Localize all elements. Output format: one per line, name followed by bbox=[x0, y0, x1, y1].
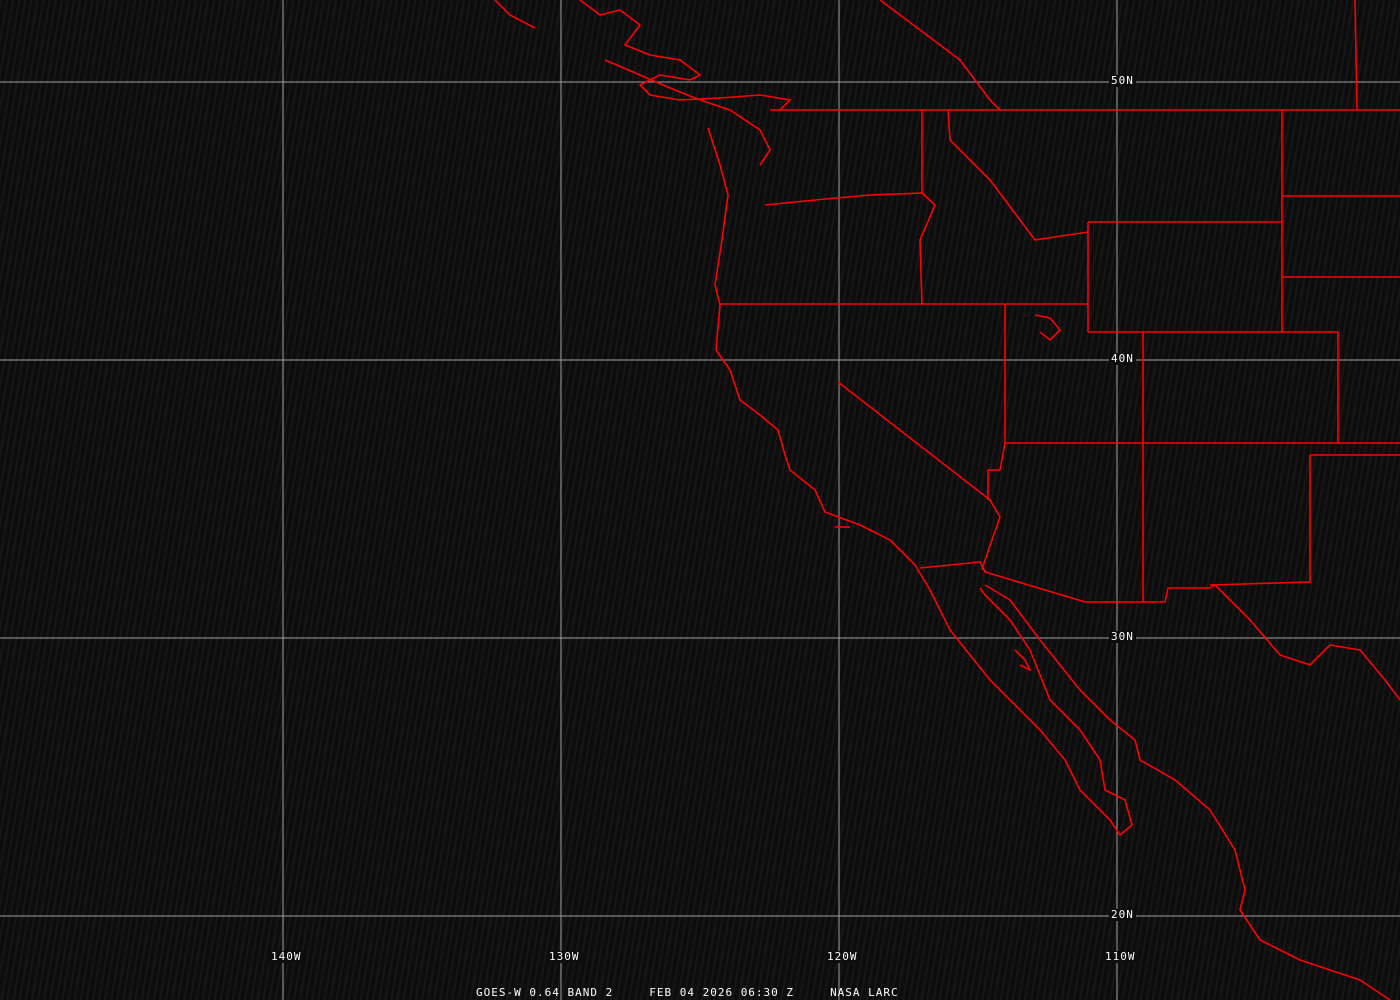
image-source: NASA LARC bbox=[830, 986, 899, 999]
canada-interior bbox=[879, 0, 1001, 111]
us-mexico-border bbox=[919, 561, 1400, 701]
nv-ut-border bbox=[987, 304, 1006, 500]
west-coastline bbox=[707, 127, 1133, 836]
mexico-mainland-coast bbox=[984, 584, 1391, 1000]
wa-or-border bbox=[764, 192, 923, 206]
or-id-border bbox=[919, 192, 936, 305]
image-datetime: FEB 04 2026 06:30 Z bbox=[649, 986, 795, 999]
satellite-band: GOES-W 0.64 BAND 2 bbox=[476, 986, 614, 999]
lon-label-120w: 120W bbox=[825, 950, 860, 963]
lat-label-50n: 50N bbox=[1109, 74, 1136, 87]
image-caption: GOES-W 0.64 BAND 2 FEB 04 2026 06:30 Z NAS… bbox=[476, 986, 935, 999]
id-mt-border bbox=[947, 109, 1089, 241]
lat-label-20n: 20N bbox=[1109, 908, 1136, 921]
canada-coastline bbox=[494, 0, 536, 29]
lat-label-30n: 30N bbox=[1109, 630, 1136, 643]
lat-label-40n: 40N bbox=[1109, 352, 1136, 365]
lon-label-140w: 140W bbox=[269, 950, 304, 963]
mt-nd-border bbox=[1354, 0, 1358, 111]
nm-east-border bbox=[1209, 455, 1311, 586]
lon-label-110w: 110W bbox=[1103, 950, 1138, 963]
baja-islands bbox=[1014, 649, 1031, 671]
lon-label-130w: 130W bbox=[547, 950, 582, 963]
bc-islands bbox=[579, 0, 791, 111]
great-salt-lake bbox=[1034, 314, 1061, 341]
vancouver-island bbox=[604, 59, 771, 166]
ca-nv-border bbox=[837, 381, 1001, 571]
